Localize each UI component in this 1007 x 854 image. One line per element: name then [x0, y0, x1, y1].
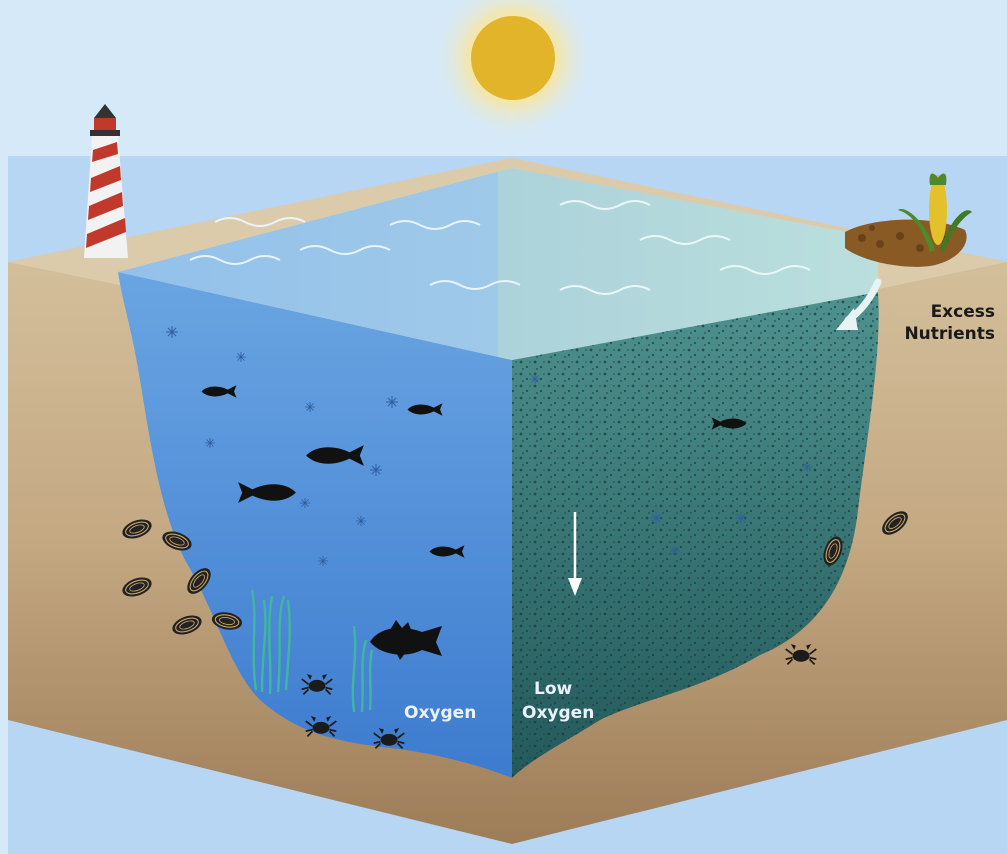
excess-nutrients-label-line1: Excess — [931, 302, 995, 322]
low-oxygen-label-line1: Low — [534, 679, 573, 699]
sinking-arrow-icon — [568, 512, 582, 596]
oxygen-label: Oxygen — [404, 703, 476, 723]
corn-field-icon — [845, 173, 972, 267]
nutrient-flow-arrow-icon — [836, 278, 882, 330]
lighthouse-icon — [84, 104, 128, 258]
sun-icon — [431, 0, 595, 140]
low-oxygen-label-line2: Oxygen — [522, 703, 594, 723]
seagrass-icon — [250, 589, 374, 713]
water-surface — [118, 168, 878, 360]
excess-nutrients-label-line2: Nutrients — [904, 324, 995, 344]
